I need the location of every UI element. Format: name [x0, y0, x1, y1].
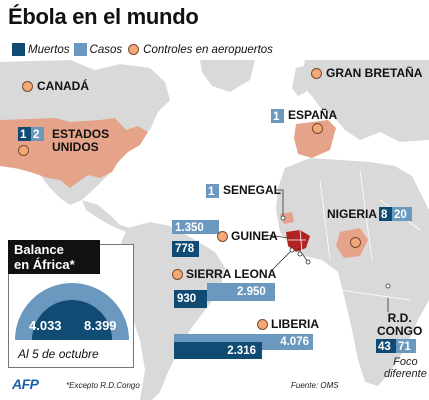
sierra-leone-dead-box: 930	[174, 290, 207, 308]
airport-control-icon	[217, 231, 228, 242]
canada-name: CANADÁ	[37, 79, 89, 93]
uk-name: GRAN BRETAÑA	[326, 66, 423, 80]
legend-dead-label: Muertos	[28, 43, 70, 56]
legend: Muertos Casos Controles en aeropuertos	[8, 43, 273, 56]
balance-title-line2: en África*	[14, 257, 75, 272]
balance-dead-value: 4.033	[29, 318, 62, 333]
balance-title-line1: Balance	[14, 242, 64, 257]
balance-date: Al 5 de octubre	[18, 347, 99, 361]
senegal-name: SENEGAL	[223, 183, 282, 197]
canada-label-group: CANADÁ	[22, 80, 89, 93]
airport-control-icon	[172, 269, 183, 280]
guinea-cases-box: 1.350	[172, 220, 219, 234]
rd-congo-cases-box: 71	[396, 339, 416, 353]
legend-cases-label: Casos	[89, 43, 123, 56]
balance-cases-value: 8.399	[84, 318, 117, 333]
nigeria-name: NIGERIA	[327, 207, 378, 221]
rd-congo-note-line1: Foco	[393, 356, 418, 368]
airport-control-icon	[257, 319, 268, 330]
usa-cases-box: 2	[31, 127, 44, 141]
airport-control-icon	[22, 81, 33, 92]
europe-land	[300, 60, 429, 142]
sierra-leone-label-group: SIERRA LEONA	[172, 268, 276, 281]
rd-congo-note: Foco diferente	[384, 356, 427, 380]
usa-name: ESTADOS UNIDOS	[52, 128, 109, 154]
sierra-leone-name: SIERRA LEONA	[186, 267, 277, 281]
sierra-leone-cases-box: 2.950	[207, 283, 275, 301]
border-lines	[288, 169, 421, 301]
usa-name-line1: ESTADOS	[52, 127, 110, 141]
airport-control-icon	[312, 123, 323, 134]
legend-controls-label: Controles en aeropuertos	[143, 43, 273, 56]
leader-lines	[265, 125, 389, 312]
senegal-land	[280, 212, 294, 224]
footer-source: Fuente: OMS	[291, 381, 339, 390]
liberia-dead-box: 2.316	[174, 342, 262, 359]
south-america-land	[118, 222, 225, 400]
spain-name: ESPAÑA	[288, 108, 338, 122]
rd-congo-name-line2: CONGO	[377, 324, 423, 338]
footer-note: *Excepto R.D.Congo	[66, 381, 140, 390]
balance-half-circle	[15, 283, 129, 340]
guinea-name: GUINEA	[231, 229, 278, 243]
nigeria-cases-box: 20	[392, 207, 412, 221]
page-title: Ébola en el mundo	[8, 4, 199, 29]
rd-congo-dead-box: 43	[376, 339, 396, 353]
spain-land	[294, 120, 336, 158]
balance-dead-arc	[32, 300, 112, 340]
balance-title: Balance en África*	[8, 240, 100, 274]
rd-congo-name: R.D. CONGO	[377, 312, 422, 338]
nigeria-dead-box: 8	[379, 207, 392, 221]
west-africa-outbreak-land	[286, 230, 310, 252]
liberia-name: LIBERIA	[271, 317, 319, 331]
airport-control-icon	[311, 68, 322, 79]
airport-control-icon	[350, 237, 361, 248]
liberia-label-group: LIBERIA	[257, 318, 319, 331]
afp-logo: AFP	[12, 376, 39, 392]
airport-control-icon	[18, 145, 29, 156]
senegal-cases-box: 1	[206, 184, 219, 198]
spain-cases-box: 1	[271, 109, 284, 123]
rd-congo-name-line1: R.D.	[387, 311, 412, 325]
central-america-land	[82, 200, 130, 232]
guinea-label-group: GUINEA	[217, 230, 278, 243]
legend-dead-swatch	[12, 43, 25, 56]
guinea-dead-box: 778	[172, 241, 199, 257]
rd-congo-note-line2: diferente	[384, 368, 427, 380]
location-dots	[280, 215, 391, 289]
uk-land	[292, 66, 308, 96]
usa-name-line2: UNIDOS	[52, 140, 99, 154]
legend-cases-swatch	[73, 43, 87, 56]
airport-control-icon	[128, 44, 140, 55]
greenland-land	[200, 60, 255, 92]
uk-label-group: GRAN BRETAÑA	[311, 67, 422, 80]
usa-dead-box: 1	[18, 127, 31, 141]
